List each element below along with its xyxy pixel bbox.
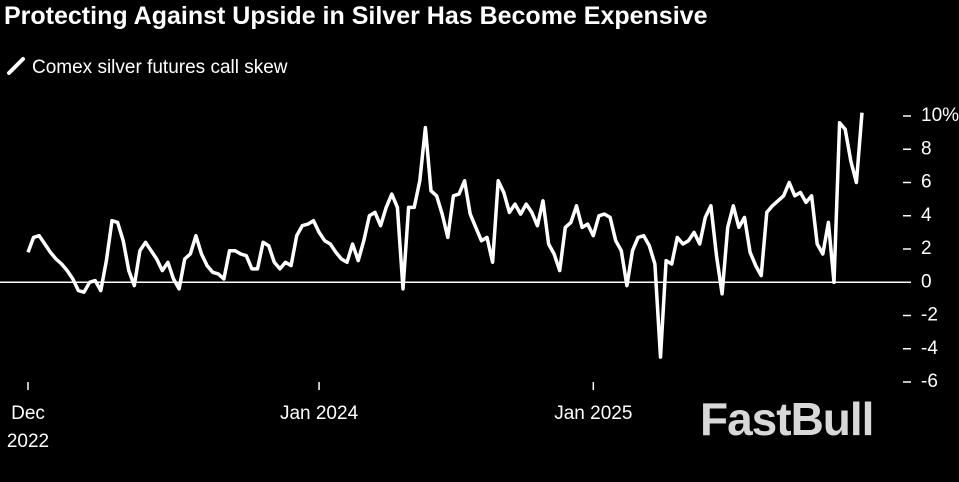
x-tick-label: Jan 2024 xyxy=(279,403,359,424)
chart-title: Protecting Against Upside in Silver Has … xyxy=(4,2,708,30)
watermark: FastBull xyxy=(700,393,874,445)
y-tick-label: 10% xyxy=(921,105,959,126)
y-tick-label: 8 xyxy=(921,138,932,159)
y-tick-label: -2 xyxy=(921,305,938,326)
legend: Comex silver futures call skew xyxy=(6,56,288,79)
legend-swatch xyxy=(7,57,25,75)
x-tick-label: Jan 2025 xyxy=(554,403,633,424)
legend-label: Comex silver futures call skew xyxy=(32,57,288,78)
y-tick-label: -6 xyxy=(921,371,938,392)
y-tick-label: 0 xyxy=(921,271,932,292)
y-tick-label: 4 xyxy=(921,205,932,226)
x-tick-label: Dec 2022 xyxy=(6,403,50,452)
y-tick-label: -4 xyxy=(921,338,938,359)
y-tick-label: 2 xyxy=(921,238,932,259)
series-line xyxy=(26,112,864,359)
y-tick-label: 6 xyxy=(921,172,932,193)
